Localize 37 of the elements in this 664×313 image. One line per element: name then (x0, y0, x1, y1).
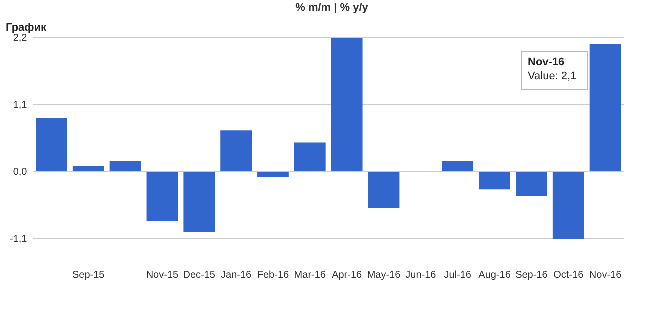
y-tick-label: -1,1 (10, 234, 28, 245)
x-tick-label: Sep-15 (72, 270, 106, 281)
x-tick-label: Aug-16 (478, 270, 512, 281)
x-tick-label: Mar-16 (294, 270, 326, 281)
x-tick-label: Oct-16 (554, 270, 584, 281)
chart-title: График (6, 22, 47, 34)
x-tick-label: Nov-16 (589, 270, 622, 281)
bar (516, 172, 548, 196)
bar (110, 161, 142, 172)
x-tick-label: Jul-16 (444, 270, 472, 281)
bar (590, 44, 622, 172)
bar (368, 172, 400, 209)
chart-subtitle: % m/m | % y/y (294, 2, 370, 14)
bar (294, 142, 326, 172)
bar (36, 118, 68, 172)
x-tick-label: Sep-16 (516, 270, 548, 281)
y-tick-label: 0,0 (13, 166, 28, 178)
bar (184, 172, 216, 232)
annotation: Nov-16 (528, 56, 565, 69)
bar (220, 130, 252, 172)
x-tick-label: Jun-16 (406, 270, 437, 281)
x-tick-label: May-16 (367, 270, 402, 281)
y-tick-label: 1,1 (13, 100, 28, 111)
x-tick-label: Nov-15 (146, 270, 180, 281)
x-tick-label: Jan-16 (221, 270, 252, 281)
x-tick-label: Apr-16 (332, 270, 363, 281)
x-tick-label: Dec-15 (183, 270, 216, 281)
x-tick-label: Feb-16 (257, 270, 290, 281)
bar (331, 38, 363, 172)
bar (258, 172, 289, 178)
bar (479, 172, 510, 190)
bar (552, 172, 584, 239)
annotation: Value: 2,1 (528, 70, 577, 83)
bar (146, 172, 178, 222)
bar (72, 166, 104, 172)
y-tick-label: 2,2 (13, 32, 28, 44)
bar (442, 161, 474, 172)
